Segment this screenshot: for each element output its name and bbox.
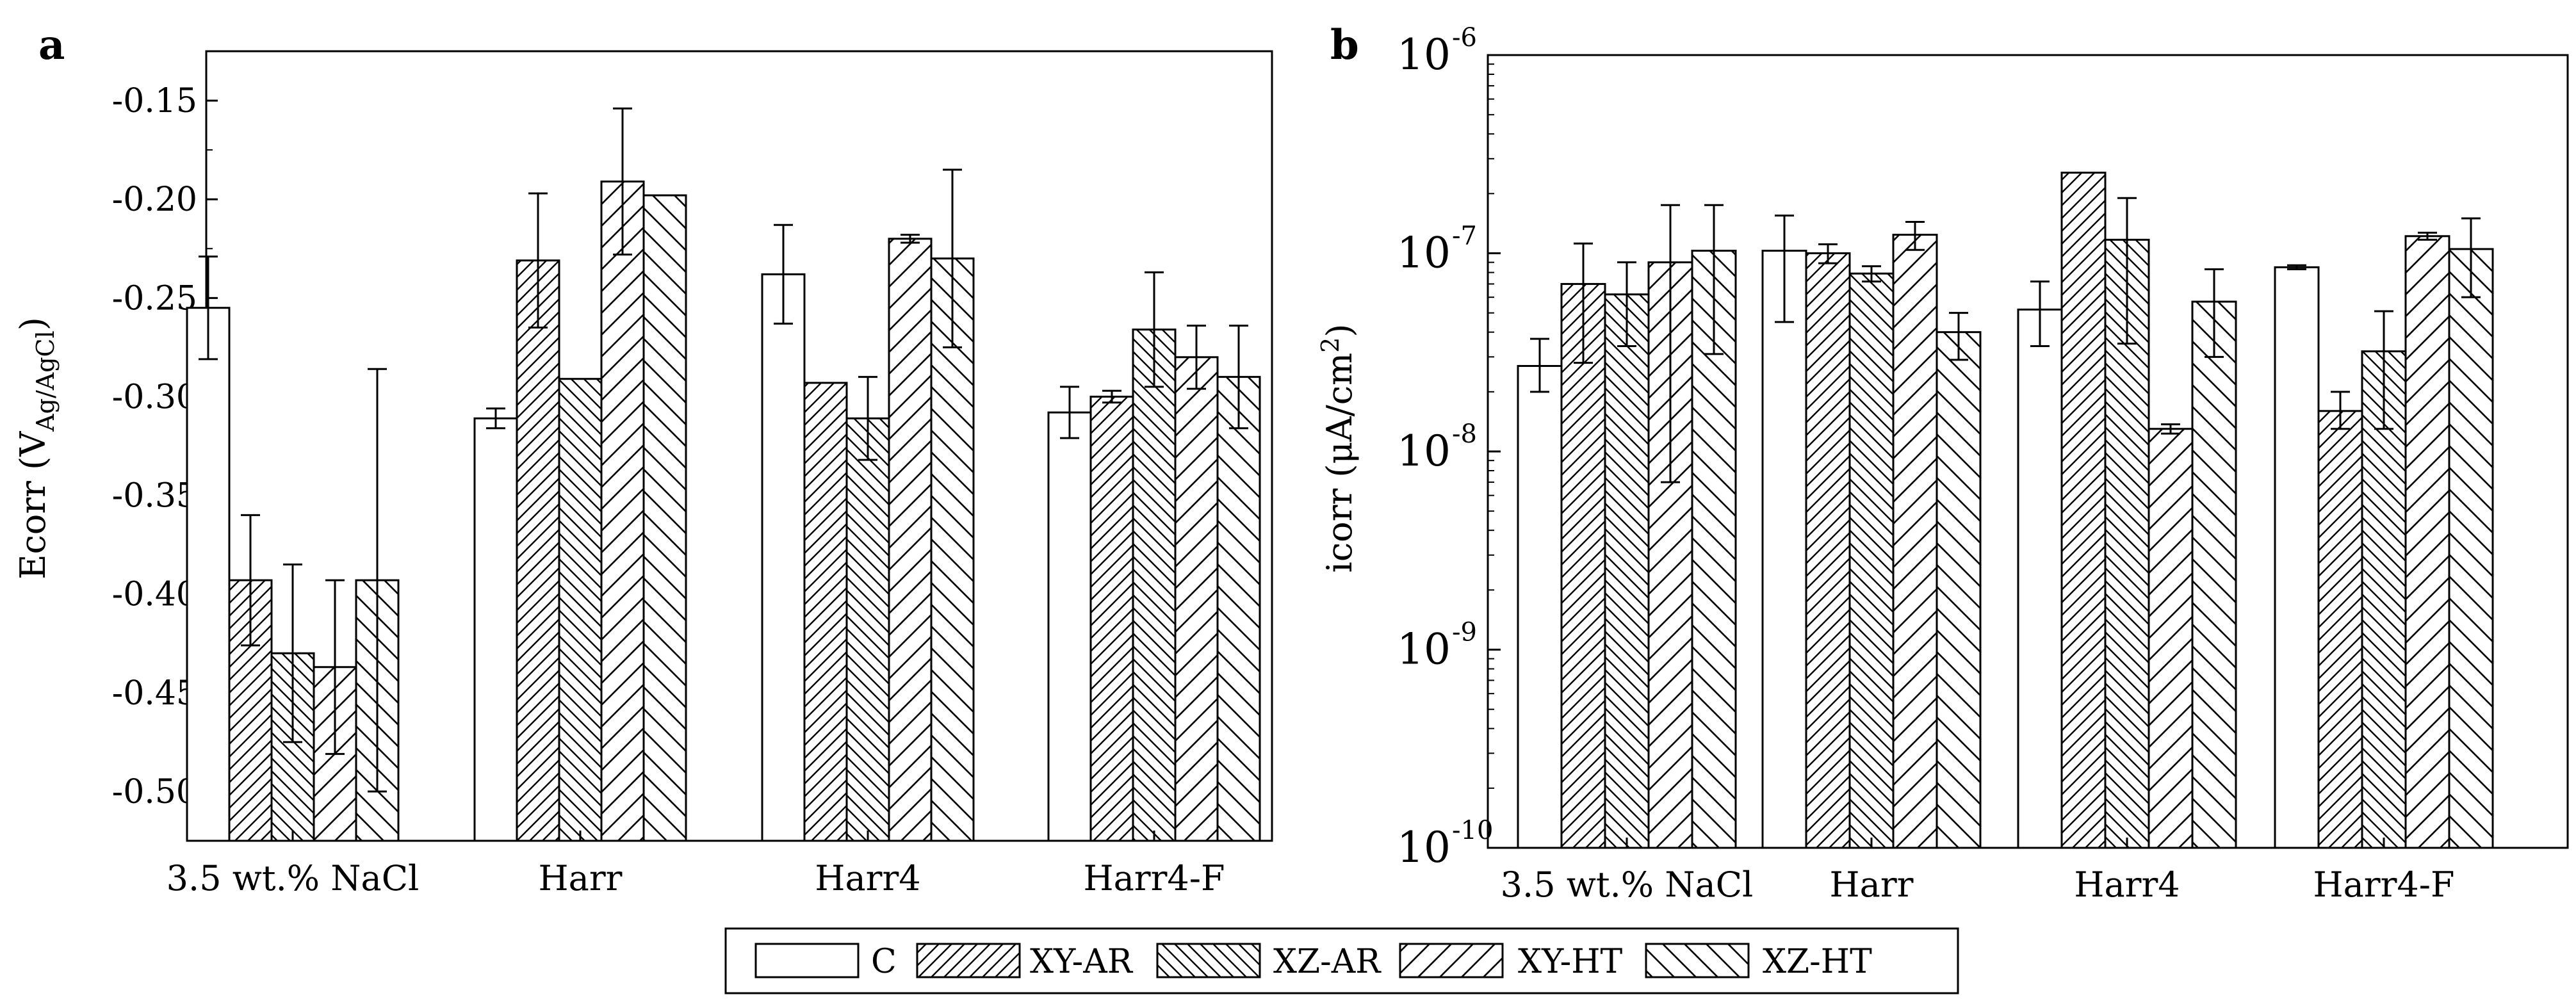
- bar-a-xy-ar: [1089, 395, 1134, 842]
- bar-b-xz-ar: [1604, 293, 1650, 849]
- bar-a-c: [761, 273, 806, 842]
- y-tick-exponent-b: -7: [1452, 222, 1477, 251]
- x-category-label-a: Harr: [539, 858, 623, 898]
- y-tick-label-b: 10: [1397, 625, 1451, 674]
- legend-swatch-xy-ht: [1399, 943, 1504, 978]
- legend-label-xz-ar: XZ-AR: [1273, 943, 1382, 981]
- bar-a-xy-ht: [600, 180, 645, 842]
- bar-b-xz-ht: [1936, 331, 1982, 849]
- bar-a-xy-ar: [516, 259, 560, 842]
- bar-a-xz-ar: [845, 417, 890, 842]
- legend-label-c: C: [871, 943, 897, 981]
- y-title-a-end: ): [13, 317, 53, 330]
- x-category-label-a: Harr4: [815, 858, 920, 898]
- legend: C XY-AR XZ-AR XY-HT XZ-HT: [724, 927, 1959, 994]
- x-category-label-a: 3.5 wt.% NaCl: [167, 858, 420, 898]
- y-tick-label-a: -0.15: [112, 82, 197, 120]
- panel-label-b: b: [1330, 21, 1359, 69]
- y-tick-exponent-b: -9: [1452, 618, 1477, 647]
- legend-swatch-xz-ar: [1156, 943, 1261, 978]
- x-category-label-b: Harr: [1830, 864, 1914, 905]
- bar-a-xz-ht: [930, 257, 975, 842]
- y-title-b-end: ): [1319, 324, 1360, 337]
- bar-a-xz-ht: [1216, 376, 1261, 842]
- bars-b: [1517, 172, 2494, 849]
- bar-b-xy-ht: [2148, 428, 2194, 849]
- bar-a-xy-ht: [1174, 356, 1219, 842]
- bar-b-xy-ht: [2404, 235, 2450, 849]
- y-tick-label-b: 10: [1397, 823, 1451, 872]
- y-axis-b: 10-610-710-810-910-10: [1397, 23, 1501, 872]
- bars-a: [186, 107, 1261, 842]
- bar-a-c: [186, 307, 231, 842]
- y-tick-label-a: -0.30: [112, 378, 197, 416]
- bar-b-c: [1761, 250, 1807, 849]
- x-category-label-b: Harr4: [2074, 864, 2180, 905]
- y-tick-label-b: 10: [1397, 30, 1451, 79]
- y-tick-exponent-b: -6: [1452, 23, 1477, 53]
- y-tick-label-a: -0.25: [112, 279, 197, 318]
- bar-a-xz-ht: [642, 194, 687, 842]
- legend-swatch-c: [754, 943, 860, 978]
- bar-a-xy-ht: [888, 238, 933, 842]
- bar-b-xy-ar: [2317, 410, 2363, 849]
- y-axis-title-a: Ecorr (VAg/AgCl): [13, 317, 60, 580]
- y-axis-a: -0.15 -0.20 -0.25 -0.30 -0.35 -0.40 -0.45 -0.50: [112, 82, 218, 811]
- legend-label-xy-ar: XY-AR: [1030, 943, 1134, 981]
- bar-a-xz-ar: [558, 378, 603, 842]
- bar-b-xz-ar: [1848, 272, 1895, 849]
- x-axis-a: 3.5 wt.% NaCl Harr Harr4 Harr4-F: [167, 831, 1225, 898]
- x-axis-b: 3.5 wt.% NaCl Harr Harr4 Harr4-F: [1501, 838, 2455, 905]
- y-tick-exponent-b: -8: [1452, 419, 1477, 449]
- y-tick-label-b: 10: [1397, 229, 1451, 278]
- bar-a-c: [1047, 411, 1092, 842]
- x-category-label-b: 3.5 wt.% NaCl: [1501, 864, 1754, 905]
- y-tick-label-a: -0.35: [112, 477, 197, 515]
- y-title-b-main: icorr (μA/cm: [1319, 353, 1360, 573]
- bar-b-xy-ar: [1560, 282, 1606, 849]
- bar-a-xz-ar: [1132, 329, 1177, 842]
- legend-swatch-xy-ar: [916, 943, 1021, 978]
- x-category-label-a: Harr4-F: [1084, 858, 1225, 898]
- y-tick-label-a: -0.40: [112, 576, 197, 614]
- bar-b-c: [2274, 266, 2320, 849]
- legend-label-xz-ht: XZ-HT: [1763, 943, 1872, 981]
- chart-b: b 10-610-710-810-910-10 3.5 wt.% NaCl Har…: [1316, 21, 2569, 905]
- y-tick-exponent-b: -10: [1452, 816, 1493, 845]
- panel-label-a: a: [38, 21, 65, 69]
- y-tick-label-a: -0.45: [112, 674, 197, 713]
- y-title-a-main: Ecorr (V: [13, 431, 53, 580]
- y-tick-label-a: -0.50: [112, 773, 197, 811]
- bar-a-xy-ar: [803, 382, 848, 842]
- chart-a: a -0.15-0.20-0.25-0.30-0.35-0.40-0.45-0.…: [13, 21, 1273, 898]
- x-category-label-b: Harr4-F: [2313, 864, 2455, 905]
- bar-b-xy-ar: [2060, 172, 2107, 849]
- bar-a-c: [473, 417, 518, 842]
- y-tick-label-a: -0.20: [112, 181, 197, 219]
- y-tick-label-b: 10: [1397, 426, 1451, 476]
- y-title-b-sup: 2: [1316, 337, 1344, 353]
- bar-b-c: [1517, 364, 1563, 849]
- bar-b-xy-ht: [1892, 234, 1938, 849]
- legend-swatch-xz-ht: [1645, 943, 1750, 978]
- bar-b-xz-ht: [2448, 248, 2494, 849]
- y-axis-title-b: icorr (μA/cm2): [1316, 324, 1360, 573]
- y-title-a-sub: Ag/AgCl: [31, 330, 60, 432]
- legend-label-xy-ht: XY-HT: [1518, 943, 1623, 981]
- bar-b-xy-ar: [1805, 252, 1851, 849]
- bar-b-xz-ht: [2191, 300, 2237, 849]
- bar-b-c: [2017, 308, 2063, 849]
